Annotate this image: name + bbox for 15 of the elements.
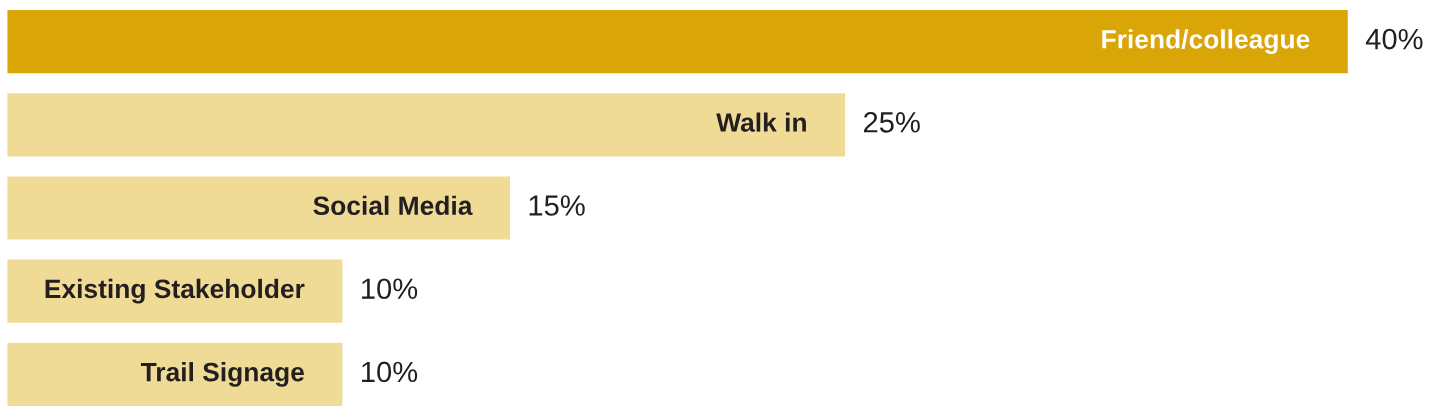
- y-tick-label: Walk in: [716, 112, 806, 132]
- data-label: 10%: [362, 278, 418, 300]
- data-label: 25%: [863, 111, 920, 133]
- y-tick-label: Social Media: [313, 195, 473, 216]
- bar: [7, 342, 343, 407]
- y-tick-label: Friend/colleague: [1102, 29, 1310, 54]
- bar: [7, 93, 846, 157]
- bar: [7, 9, 1348, 74]
- bar: [7, 176, 510, 240]
- y-tick-label: Existing Stakeholder: [45, 278, 305, 304]
- data-label: 40%: [1365, 28, 1423, 50]
- bar: [7, 259, 343, 323]
- data-label: 10%: [362, 361, 418, 383]
- y-tick-label: Trail Signage: [140, 362, 304, 387]
- data-label: 15%: [529, 195, 585, 216]
